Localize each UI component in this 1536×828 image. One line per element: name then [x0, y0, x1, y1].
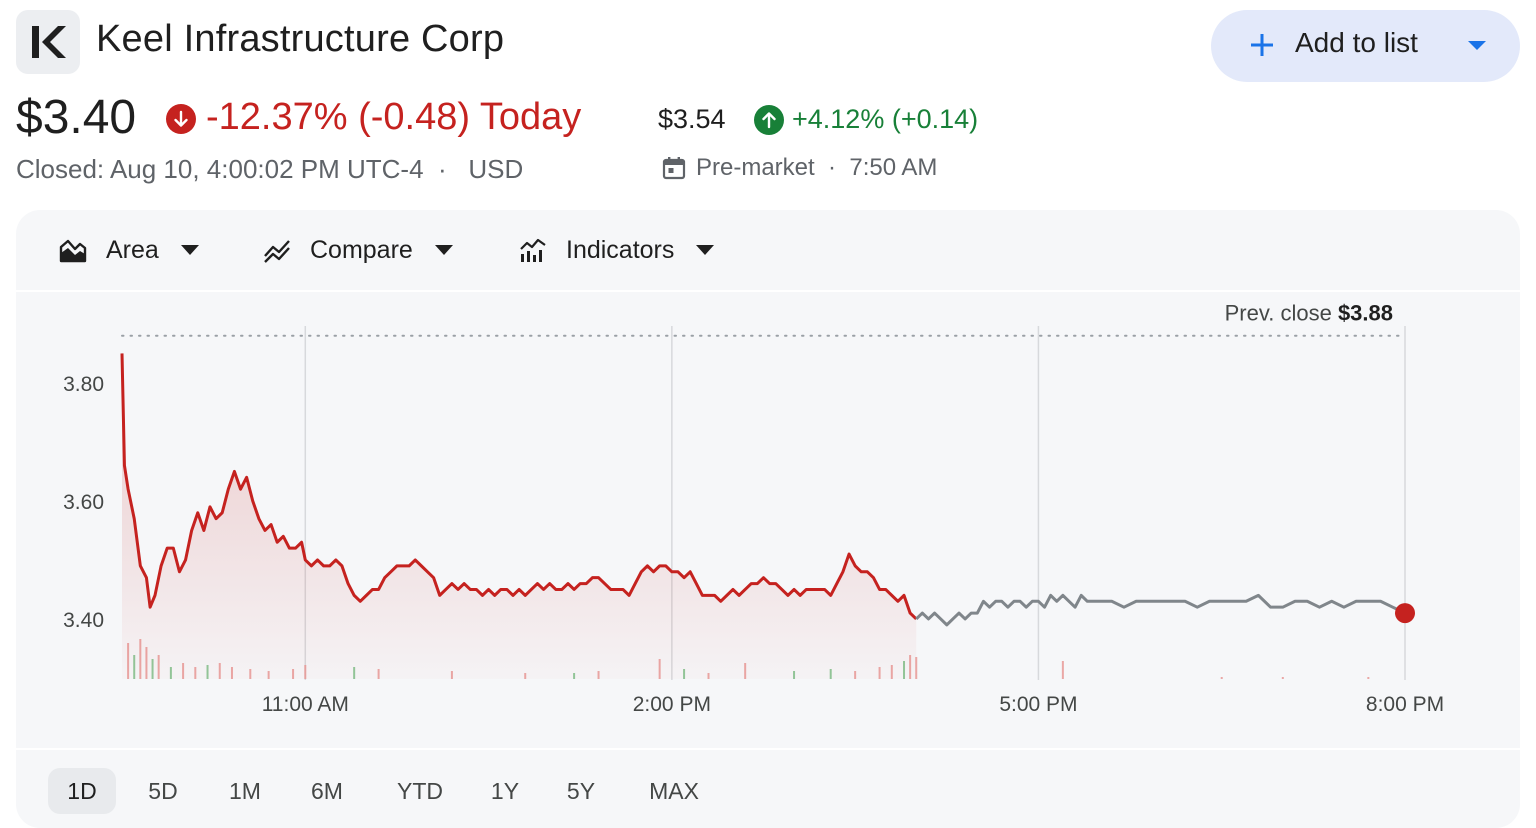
chevron-down-icon: [180, 245, 199, 255]
regular-session-area: [122, 353, 917, 679]
indicators-button[interactable]: Indicators: [518, 232, 716, 268]
range-1m[interactable]: 1M: [229, 777, 261, 804]
range-1d[interactable]: 1D: [48, 768, 116, 814]
indicators-label: Indicators: [566, 235, 675, 264]
chevron-down-icon: [696, 245, 715, 255]
premarket-price: $3.54: [658, 104, 726, 134]
volume-bar: [1367, 677, 1370, 679]
indicators-icon: [520, 238, 546, 262]
chart-panel: Area Compare Indicators Prev. close $3.8…: [16, 210, 1520, 828]
premarket-label: Pre-market · 7:50 AM: [696, 154, 938, 181]
y-tick-label: 3.60: [63, 491, 104, 514]
range-6m[interactable]: 6M: [311, 777, 343, 804]
current-price-marker: [1395, 603, 1415, 624]
x-tick-label: 11:00 AM: [262, 693, 349, 716]
range-1y[interactable]: 1Y: [490, 777, 520, 804]
closed-timestamp: Closed: Aug 10, 4:00:02 PM UTC-4 · USD: [16, 154, 524, 184]
compare-icon: [264, 240, 290, 263]
y-tick-label: 3.40: [63, 609, 104, 632]
arrow-up-icon: [754, 105, 784, 135]
range-5d[interactable]: 5D: [148, 777, 178, 804]
add-to-list-label: Add to list: [1295, 27, 1418, 58]
toolbar-divider: [16, 290, 1520, 292]
volume-bar: [1061, 661, 1064, 679]
add-to-list-button[interactable]: Add to list: [1211, 10, 1520, 82]
regular-session-line: [120, 353, 918, 621]
range-5y[interactable]: 5Y: [566, 777, 596, 804]
area-chart-type-button[interactable]: Area: [58, 232, 201, 268]
calendar-icon: [662, 157, 686, 180]
current-price: $3.40: [16, 91, 137, 144]
chevron-down-icon: [434, 245, 453, 255]
company-name: Keel Infrastructure Corp: [96, 18, 505, 60]
plus-icon: [1251, 34, 1273, 56]
range-max[interactable]: MAX: [649, 777, 699, 804]
area-chart-icon: [59, 239, 87, 263]
company-logo: [16, 10, 80, 74]
x-tick-label: 2:00 PM: [633, 693, 711, 716]
price-chart[interactable]: Prev. close $3.88 3.80 3.60 3.40 11:00 AM 2:0…: [16, 210, 1520, 748]
change-today: -12.37% (-0.48) Today: [206, 96, 582, 138]
range-ytd[interactable]: YTD: [397, 777, 443, 804]
x-tick-label: 5:00 PM: [999, 693, 1077, 716]
area-label: Area: [106, 235, 159, 264]
arrow-down-icon: [166, 104, 196, 134]
after-hours-line: [915, 593, 1406, 627]
y-tick-label: 3.80: [63, 373, 104, 396]
volume-bar: [1281, 677, 1284, 679]
compare-label: Compare: [310, 235, 413, 264]
premarket-change: +4.12% (+0.14): [792, 104, 979, 134]
range-divider: [16, 748, 1520, 750]
compare-button[interactable]: Compare: [262, 232, 455, 268]
x-tick-label: 8:00 PM: [1366, 693, 1444, 716]
chevron-down-icon[interactable]: [1457, 36, 1497, 56]
prev-close-label: Prev. close $3.88: [1225, 301, 1393, 326]
volume-bar: [1220, 677, 1223, 679]
